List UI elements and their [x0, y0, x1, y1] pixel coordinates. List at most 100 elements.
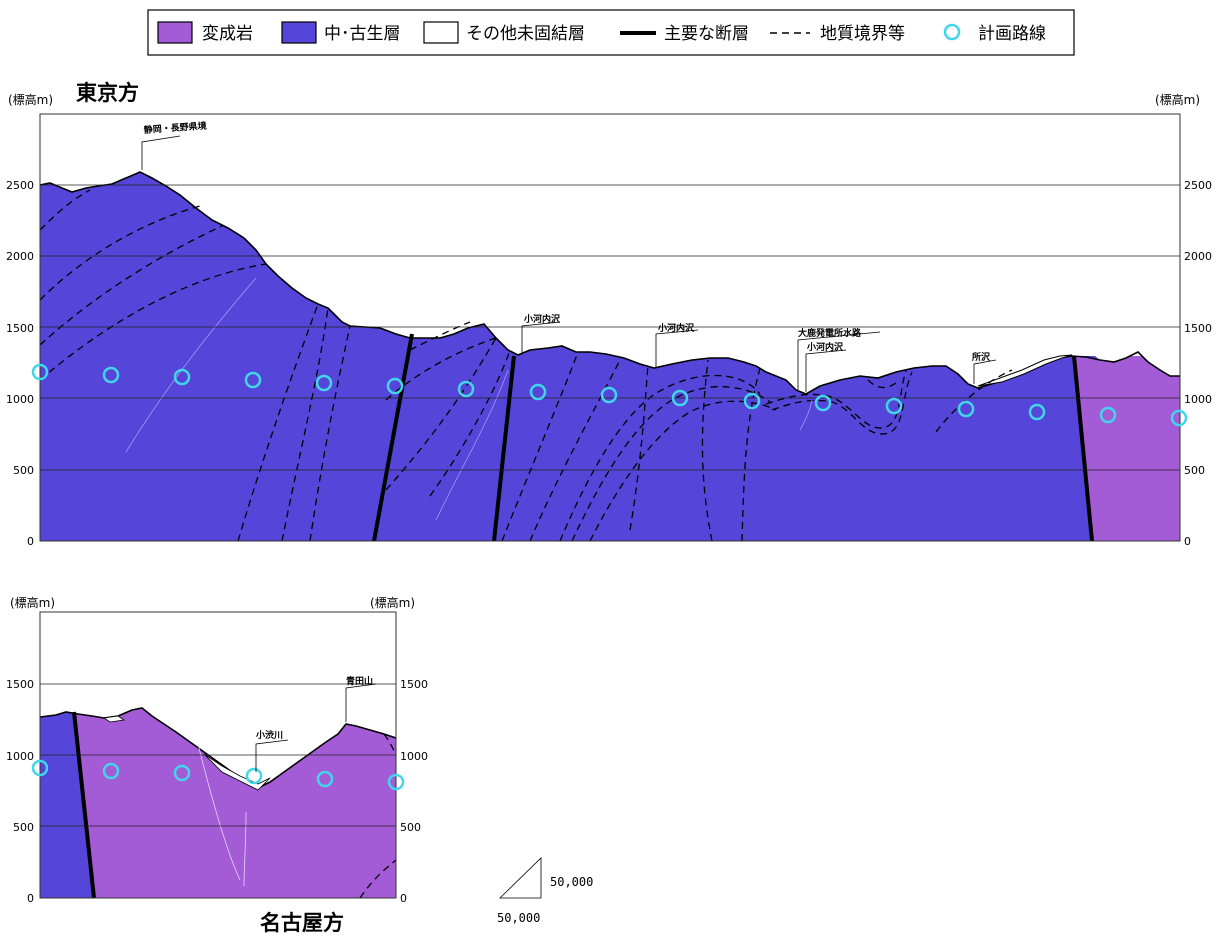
- route-circle: [173, 368, 191, 386]
- bottom-terrain-profile: [39, 707, 397, 789]
- tick-label: 500: [400, 821, 421, 834]
- tick-label: 500: [13, 821, 34, 834]
- top-plot-frame: [39, 113, 1181, 542]
- bottom-y-ticks-right: 0 500 1000 1500: [400, 678, 428, 905]
- route-circle: [31, 363, 49, 381]
- top-route-circles: [31, 363, 1188, 427]
- bottom-unconsolidated-layer: [203, 753, 271, 791]
- tick-label: 1000: [6, 393, 34, 406]
- scale-vertical-label: 50,000: [550, 875, 593, 889]
- bottom-geologic-boundaries: [359, 733, 397, 899]
- bottom-gridlines: [40, 683, 396, 827]
- place-kogouchi-1: 小河内沢: [523, 313, 561, 325]
- scale-triangle: [499, 857, 542, 899]
- place-kogouchi-3: 小河内沢: [806, 341, 844, 353]
- tick-label: 1000: [6, 750, 34, 763]
- fault-line: [492, 355, 516, 542]
- top-sky-right: [1095, 352, 1180, 376]
- scale-indicator: 50,000 50,000: [497, 857, 593, 925]
- top-faint-lines: [125, 277, 813, 521]
- place-aodayama: 青田山: [346, 675, 373, 687]
- route-circle: [1099, 406, 1117, 424]
- bottom-unconsolidated-patch: [102, 715, 126, 723]
- bottom-y-ticks-left: 0 500 1000 1500: [6, 678, 34, 905]
- place-oshika-waterway: 大鹿発電所水路: [798, 327, 862, 339]
- leader-line: [345, 683, 377, 722]
- legend-swatch-metamorphic: [157, 21, 193, 44]
- top-unconsolidated-layer: [977, 354, 1073, 387]
- route-circle: [529, 383, 547, 401]
- leader-line: [521, 321, 561, 354]
- legend-symbol-route: [943, 23, 961, 41]
- route-circle: [31, 759, 49, 777]
- route-circle: [457, 380, 475, 398]
- tick-label: 0: [400, 892, 407, 905]
- place-kogouchi-2: 小河内沢: [657, 322, 695, 334]
- tick-label: 0: [27, 892, 34, 905]
- route-circle: [671, 389, 689, 407]
- bottom-metamorphic-layer: [40, 708, 396, 898]
- bottom-mesozoic-block: [40, 712, 94, 898]
- route-circle: [315, 374, 333, 392]
- tick-label: 0: [1184, 535, 1191, 548]
- legend-label-route: 計画路線: [978, 24, 1046, 44]
- legend-label-mesozoic: 中･古生層: [324, 24, 401, 44]
- tick-label: 2000: [6, 250, 34, 263]
- route-circle: [387, 773, 405, 791]
- top-gridlines: [40, 184, 1180, 471]
- bottom-faint-lines: [197, 743, 247, 887]
- bottom-section: (標高m) (標高m) 0 500 1000 1500: [6, 595, 428, 935]
- top-place-labels: 静岡・長野県境 小河内沢 小河内沢 大鹿発電所水路 小河内沢 所沢: [141, 120, 997, 392]
- bottom-right-axis-title: (標高m): [370, 595, 415, 610]
- route-circle: [244, 371, 262, 389]
- tick-label: 1000: [400, 750, 428, 763]
- tick-label: 500: [13, 464, 34, 477]
- top-right-axis-title: (標高m): [1155, 92, 1200, 107]
- place-koshibukawa: 小渋川: [255, 729, 283, 741]
- top-y-ticks-left: 0 500 1000 1500 2000 2500: [6, 179, 34, 548]
- legend-swatch-mesozoic: [281, 21, 317, 44]
- tick-label: 2000: [1184, 250, 1212, 263]
- route-circle: [743, 392, 761, 410]
- top-section: 東京方 (標高m) (標高m): [6, 81, 1212, 548]
- tick-label: 2500: [1184, 179, 1212, 192]
- top-mesozoic-layer: [40, 172, 1180, 541]
- route-circle: [173, 764, 191, 782]
- leader-line: [141, 135, 181, 170]
- top-y-ticks-right: 0 500 1000 1500 2000 2500: [1184, 179, 1212, 548]
- direction-label-tokyo: 東京方: [76, 81, 139, 105]
- tick-label: 2500: [6, 179, 34, 192]
- bottom-place-labels: 小渋川 青田山: [255, 675, 377, 772]
- tick-label: 500: [1184, 464, 1205, 477]
- tick-label: 1500: [400, 678, 428, 691]
- route-circle: [245, 767, 263, 785]
- legend-swatch-unconsolidated: [423, 21, 459, 44]
- leader-line: [973, 359, 997, 384]
- tick-label: 1500: [1184, 322, 1212, 335]
- place-tokorosawa: 所沢: [972, 351, 991, 363]
- legend-label-geologic-boundary: 地質境界等: [820, 24, 905, 44]
- route-circle: [1170, 409, 1188, 427]
- route-circle: [102, 366, 120, 384]
- tick-label: 0: [27, 535, 34, 548]
- tick-label: 1500: [6, 322, 34, 335]
- leader-line: [255, 739, 289, 772]
- legend-label-unconsolidated: その他未固結層: [466, 24, 585, 44]
- leader-line: [797, 331, 881, 390]
- fault-line: [372, 333, 414, 542]
- fault-line: [1072, 355, 1094, 542]
- route-circle: [1028, 403, 1046, 421]
- top-left-axis-title: (標高m): [8, 92, 53, 107]
- tick-label: 1500: [6, 678, 34, 691]
- top-major-faults: [372, 333, 1094, 542]
- leader-line: [655, 329, 699, 368]
- route-circle: [600, 386, 618, 404]
- legend-label-major-fault: 主要な断層: [664, 24, 749, 44]
- route-circle: [885, 397, 903, 415]
- bottom-left-axis-title: (標高m): [10, 595, 55, 610]
- route-circle: [316, 770, 334, 788]
- route-circle: [386, 377, 404, 395]
- tick-label: 1000: [1184, 393, 1212, 406]
- leader-line: [805, 349, 847, 392]
